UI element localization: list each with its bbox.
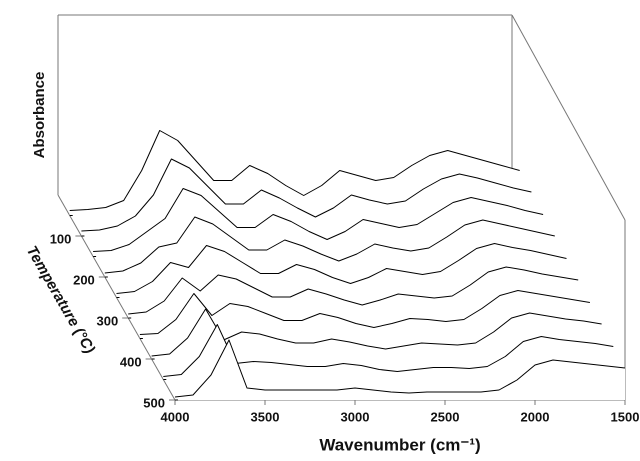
x-tick-label: 3000 — [341, 409, 370, 424]
frame-line — [511, 14, 626, 221]
spectrum-line — [81, 158, 532, 232]
spectrum-line — [139, 290, 590, 335]
curve-fill — [151, 309, 602, 359]
z-tick-label: 400 — [120, 354, 142, 369]
curve-fill — [163, 324, 614, 380]
curve-fill — [175, 340, 625, 400]
z-axis-label: Temperature (°C) — [23, 243, 98, 357]
x-tick-label: 1500 — [611, 409, 640, 424]
x-tick-label: 4000 — [161, 409, 190, 424]
spectrum-line — [104, 216, 555, 274]
z-tick-label: 300 — [96, 313, 118, 328]
z-tick-label: 100 — [50, 231, 72, 246]
curve-fill — [139, 290, 590, 339]
z-tick-label: 500 — [143, 395, 165, 410]
z-tick-label: 200 — [73, 272, 95, 287]
spectrum-line — [163, 324, 614, 377]
spectrum-line — [93, 188, 544, 252]
box-frame — [57, 14, 626, 400]
x-tick-label: 2000 — [521, 409, 550, 424]
spectrum-line — [128, 266, 579, 315]
spectrum-line — [116, 243, 567, 294]
x-tick-label: 3500 — [251, 409, 280, 424]
spectrum-line — [174, 339, 626, 398]
spectrum-line — [151, 308, 602, 357]
y-axis-label: Absorbance — [31, 72, 48, 159]
spectrum-line — [69, 130, 520, 211]
x-tick-label: 2500 — [431, 409, 460, 424]
x-axis-label: Wavenumber (cm⁻¹) — [319, 435, 480, 454]
